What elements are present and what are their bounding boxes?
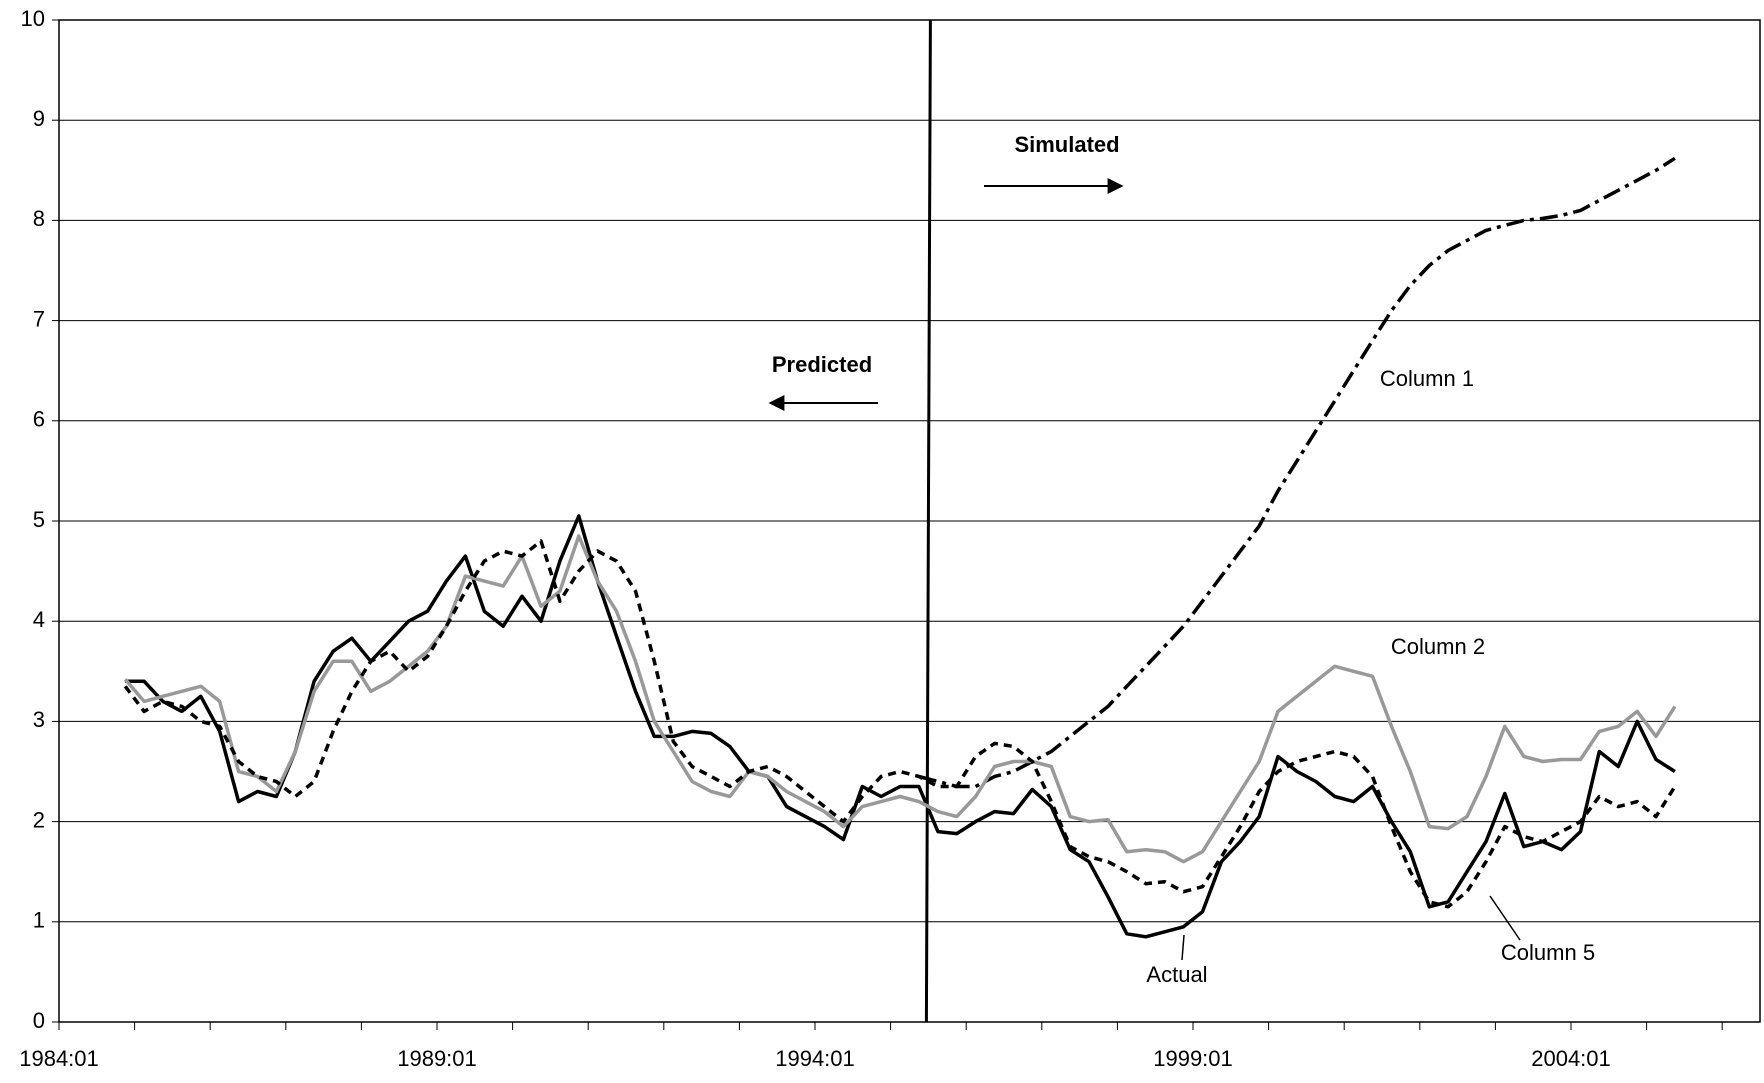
predicted-label: Predicted — [772, 352, 872, 377]
series-line — [125, 514, 1676, 939]
y-tick-label: 8 — [33, 206, 45, 231]
y-tick-label: 3 — [33, 707, 45, 732]
series-label: Column 2 — [1391, 634, 1485, 659]
x-tick-label: 1999:01 — [1153, 1046, 1233, 1071]
simulated-label: Simulated — [1014, 132, 1119, 157]
series-line — [123, 539, 1677, 909]
y-tick-label: 1 — [33, 908, 45, 933]
x-tick-label: 1989:01 — [397, 1046, 477, 1071]
y-tick-label: 10 — [21, 6, 45, 31]
x-tick-label: 2004:01 — [1531, 1046, 1611, 1071]
y-tick-label: 4 — [33, 607, 45, 632]
series-label: Column 5 — [1501, 940, 1595, 965]
label-pointer — [1181, 934, 1185, 961]
y-tick-label: 5 — [33, 507, 45, 532]
y-tick-label: 6 — [33, 407, 45, 432]
y-tick-label: 0 — [33, 1008, 45, 1033]
label-pointer — [1489, 895, 1521, 941]
divider-line — [924, 19, 932, 1023]
series-line — [123, 534, 1677, 864]
y-tick-label: 2 — [33, 807, 45, 832]
x-tick-label: 1984:01 — [19, 1046, 99, 1071]
series-label: Actual — [1146, 962, 1207, 987]
series-label: Column 1 — [1380, 366, 1474, 391]
series-line — [918, 156, 1676, 789]
x-tick-label: 1994:01 — [775, 1046, 855, 1071]
y-tick-label: 9 — [33, 106, 45, 131]
y-tick-label: 7 — [33, 306, 45, 331]
